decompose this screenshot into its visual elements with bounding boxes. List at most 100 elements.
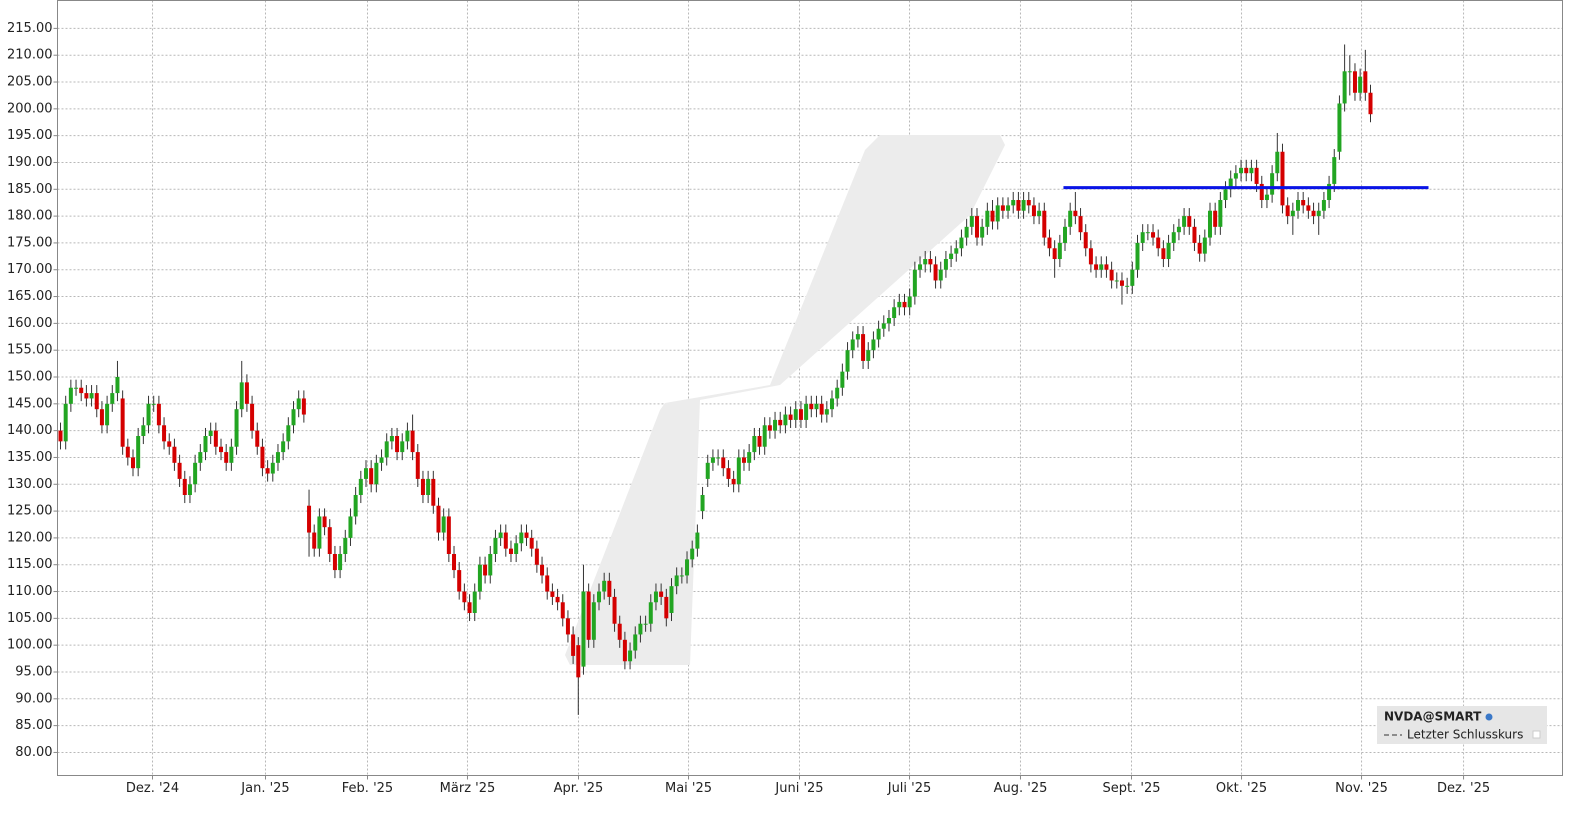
candle-body: [1135, 242, 1140, 270]
y-tick-label: 85.00: [15, 718, 52, 733]
candle-body: [374, 462, 379, 485]
candle-body: [628, 650, 633, 662]
candle-body: [130, 457, 135, 469]
y-tick-label: 145.00: [7, 396, 53, 411]
candle-body: [1285, 205, 1290, 217]
y-tick-label: 190.00: [7, 155, 53, 170]
candle-body: [793, 409, 798, 420]
y-tick-label: 170.00: [7, 262, 53, 277]
candle-body: [1166, 242, 1171, 260]
candle-body: [1327, 183, 1332, 201]
candle-body: [1254, 167, 1259, 184]
candle-body: [1078, 216, 1083, 233]
candle-body: [1352, 71, 1357, 93]
candle-body: [244, 382, 249, 404]
candle-body: [477, 564, 482, 592]
candle-body: [1332, 157, 1337, 184]
candle-body: [1176, 226, 1181, 233]
candle-body: [824, 409, 829, 415]
candle-body: [110, 393, 115, 404]
candle-body: [648, 602, 653, 624]
candle-body: [778, 419, 783, 426]
candle-body: [1259, 183, 1264, 201]
candle-body: [312, 532, 317, 549]
candle-body: [89, 393, 94, 399]
candle-body: [508, 548, 513, 554]
x-tick-label: Mai '25: [665, 781, 712, 796]
candle-body: [814, 403, 819, 410]
candle-body: [120, 398, 125, 447]
y-tick-label: 80.00: [15, 745, 52, 760]
candle-body: [861, 334, 866, 361]
candle-body: [239, 382, 244, 410]
legend-box: [1377, 706, 1547, 744]
candle-body: [379, 457, 384, 463]
y-tick-label: 150.00: [7, 370, 53, 385]
candle-body: [949, 253, 954, 260]
candle-body: [617, 623, 622, 640]
candle-body: [74, 387, 79, 389]
candle-body: [498, 532, 503, 538]
candle-body: [1228, 178, 1233, 190]
candle-body: [700, 494, 705, 512]
candle-body: [571, 634, 576, 656]
candle-body: [446, 516, 451, 554]
candle-body: [1047, 237, 1052, 249]
candle-body: [933, 264, 938, 281]
candle-body: [1068, 210, 1073, 227]
candle-body: [928, 259, 933, 265]
candle-body: [291, 409, 296, 426]
candle-body: [1000, 205, 1005, 211]
candle-body: [892, 307, 897, 319]
candle-body: [1321, 200, 1326, 211]
candle-body: [1125, 285, 1130, 287]
y-tick-label: 155.00: [7, 343, 53, 358]
candle-body: [980, 226, 985, 238]
candle-body: [1244, 167, 1249, 174]
candle-body: [954, 248, 959, 254]
candle-body: [1171, 232, 1176, 243]
y-tick-label: 200.00: [7, 101, 53, 116]
candle-body: [286, 425, 291, 442]
y-tick-label: 180.00: [7, 209, 53, 224]
candle-body: [472, 591, 477, 613]
candle-body: [902, 301, 907, 308]
candle-body: [410, 430, 415, 453]
candle-body: [400, 441, 405, 453]
legend-checkbox[interactable]: [1532, 730, 1541, 739]
candle-body: [736, 457, 741, 485]
candle-body: [514, 543, 519, 554]
candle-body: [638, 623, 643, 635]
candle-body: [674, 575, 679, 587]
candle-body: [270, 462, 275, 474]
candle-body: [105, 403, 110, 426]
candle-body: [845, 350, 850, 372]
candle-body: [1037, 210, 1042, 217]
candle-body: [918, 264, 923, 270]
candle-body: [555, 596, 560, 603]
candle-body: [63, 403, 68, 442]
candle-body: [1094, 264, 1099, 270]
candle-body: [68, 387, 73, 404]
candle-body: [99, 409, 104, 426]
candle-body: [959, 237, 964, 249]
candle-body: [809, 403, 814, 410]
x-tick-label: Aug. '25: [994, 781, 1048, 796]
candle-body: [224, 452, 229, 463]
candle-body: [327, 527, 332, 554]
candle-body: [193, 462, 198, 485]
candle-body: [441, 516, 446, 533]
candle-body: [741, 457, 746, 463]
candle-body: [1197, 242, 1202, 254]
candle-body: [1213, 210, 1218, 227]
candle-body: [493, 537, 498, 554]
candle-body: [1264, 194, 1269, 201]
candle-body: [1063, 226, 1068, 243]
x-tick-label: Sept. '25: [1103, 781, 1161, 796]
candle-body: [156, 403, 161, 426]
candle-body: [395, 436, 400, 453]
candle-body: [943, 259, 948, 270]
candle-body: [1073, 210, 1078, 217]
